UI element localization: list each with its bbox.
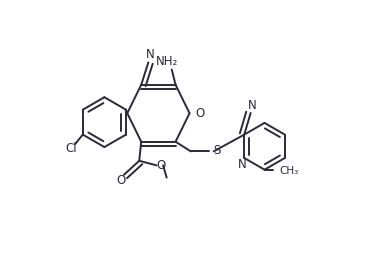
Text: N: N: [238, 158, 246, 171]
Text: CH₃: CH₃: [279, 166, 298, 176]
Text: O: O: [195, 107, 204, 120]
Text: O: O: [156, 159, 166, 172]
Text: N: N: [248, 99, 257, 112]
Text: N: N: [146, 48, 155, 61]
Text: O: O: [116, 174, 126, 187]
Text: Cl: Cl: [65, 142, 77, 155]
Text: NH₂: NH₂: [156, 56, 178, 68]
Text: S: S: [213, 144, 221, 157]
